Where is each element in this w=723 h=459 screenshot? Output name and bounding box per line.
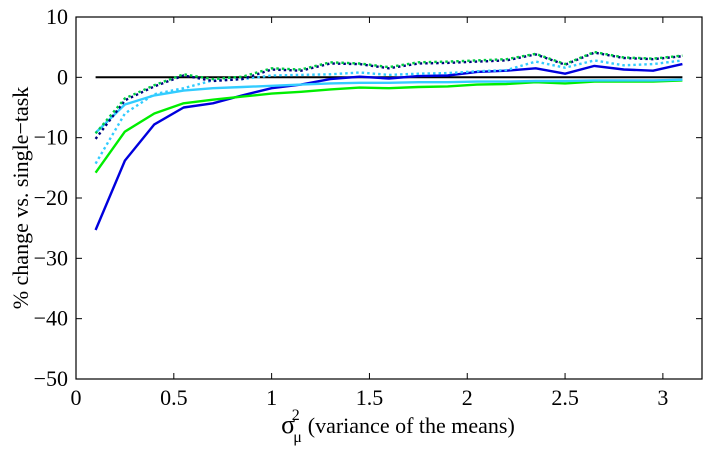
- plot-frame: [75, 16, 703, 380]
- series-line-green-dotted: [94, 50, 683, 135]
- series-line-cyan-dotted: [94, 59, 683, 165]
- y-tick-label: 0: [57, 64, 68, 89]
- x-axis: 0 0.5 1 1.5 2 2.5 3: [71, 17, 668, 410]
- x-tick-label: 0.5: [160, 385, 188, 410]
- y-tick-label: −50: [34, 366, 68, 391]
- y-tick-label: −40: [34, 306, 68, 331]
- x-tick-label: 3: [657, 385, 668, 410]
- x-axis-label-superscript: 2: [292, 407, 300, 424]
- x-axis-label-text: (variance of the means): [308, 413, 515, 438]
- plot-lines: [94, 50, 683, 231]
- x-axis-label: σμ 2 (variance of the means): [281, 407, 515, 446]
- x-tick-label: 0: [71, 385, 82, 410]
- series-line-blue-solid: [94, 62, 683, 231]
- y-axis: −50 −40 −30 −20 −10 0 10: [34, 4, 702, 391]
- x-tick-label: 2: [462, 385, 473, 410]
- series-line-navy-dotted: [94, 51, 683, 140]
- y-tick-label: −10: [34, 125, 68, 150]
- x-tick-label: 1: [266, 385, 277, 410]
- y-tick-label: 10: [46, 4, 68, 29]
- x-tick-label: 1.5: [356, 385, 384, 410]
- y-tick-label: −20: [34, 185, 68, 210]
- series-line-cyan-solid: [94, 78, 683, 134]
- x-tick-label: 2.5: [551, 385, 579, 410]
- y-tick-label: −30: [34, 245, 68, 270]
- series-line-green-solid: [94, 79, 683, 174]
- y-axis-label: % change vs. single−task: [8, 87, 33, 310]
- x-axis-label-symbol: σ: [281, 410, 295, 439]
- x-axis-label-subscript: μ: [293, 429, 302, 446]
